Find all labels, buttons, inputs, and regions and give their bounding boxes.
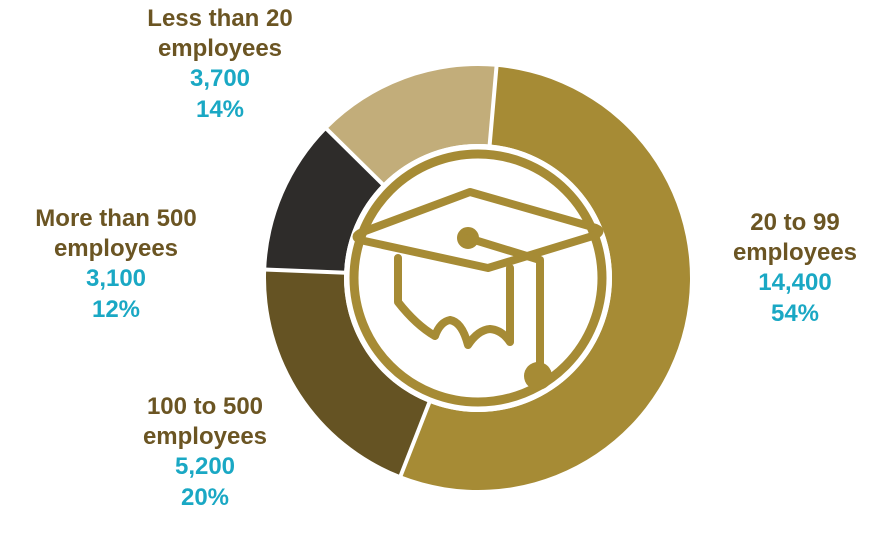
inner-ring [349,149,607,407]
label-20-to-99: 20 to 99 employees 14,400 54% [670,208,869,329]
category-label: employees [732,239,858,267]
tassel-cord [464,234,544,376]
category-label: 20 to 99 [750,209,840,236]
graduation-cap-icon [352,188,604,376]
label-100-to-500: 100 to 500 employees 5,200 20% [80,392,330,513]
category-label: employees [142,423,268,451]
value-label: 3,100 [85,265,147,293]
tassel-end [524,362,552,390]
percent-label: 20% [180,483,230,511]
donut-slice [400,66,691,491]
donut-slice [266,269,430,476]
percent-label: 54% [770,299,820,327]
label-more-than-500: More than 500 employees 3,100 12% [0,204,232,325]
slice-separator [324,126,386,187]
donut-hole [344,144,612,412]
category-label: 100 to 500 [146,393,264,420]
slice-separator [264,267,347,275]
category-label: More than 500 [35,205,197,232]
value-label: 14,400 [758,269,832,297]
percent-label: 12% [91,295,141,323]
percent-label: 14% [195,95,245,123]
value-label: 3,700 [189,65,251,93]
cap-board [352,188,604,272]
label-less-than-20: Less than 20 employees 3,700 14% [110,4,330,125]
slice-separator [487,64,499,147]
slice-separator [398,400,432,479]
category-label: employees [157,35,283,63]
value-label: 5,200 [174,453,236,481]
donut-slice [326,65,497,185]
category-label: employees [53,235,179,263]
donut-slice [266,129,383,273]
category-label: Less than 20 [147,5,293,32]
cap-body [394,254,514,349]
